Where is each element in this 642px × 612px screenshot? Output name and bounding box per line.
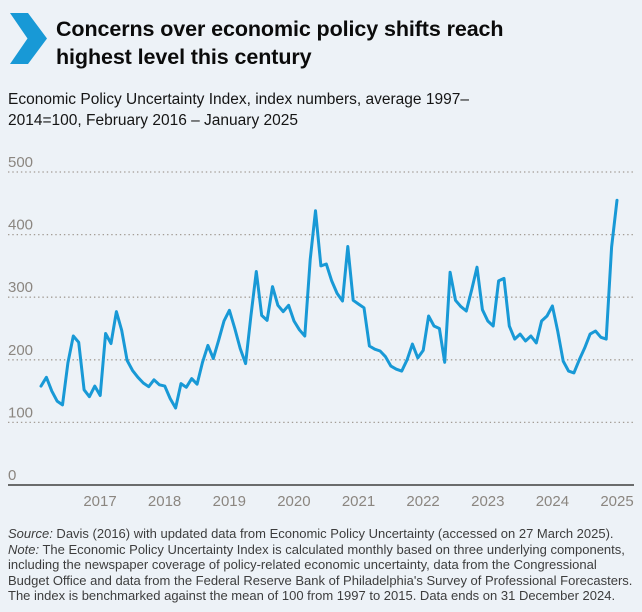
title-line-2: highest level this century xyxy=(56,45,312,69)
source-label: Source: xyxy=(8,526,53,541)
chart-area: 0 100 200 300 400 500 2017 2018 2019 2020 2021 2022… xyxy=(0,150,642,512)
note-text: The Economic Policy Uncertainty Index is… xyxy=(8,541,633,604)
y-axis-label-100: 100 xyxy=(8,404,33,421)
x-axis-label-2018: 2018 xyxy=(148,493,181,510)
x-axis-label-2017: 2017 xyxy=(83,493,116,510)
chart-svg: 0 100 200 300 400 500 2017 2018 2019 2020 2021 2022… xyxy=(8,154,634,510)
x-axis-label-2024: 2024 xyxy=(536,493,569,510)
x-axis-label-2019: 2019 xyxy=(213,493,246,510)
note-label: Note: xyxy=(8,541,40,557)
y-axis-label-0: 0 xyxy=(8,467,16,484)
page-title: Concerns over economic policy shifts rea… xyxy=(56,15,616,71)
subtitle-line-1: Economic Policy Uncertainty Index, index… xyxy=(8,91,469,108)
x-axis-label-2020: 2020 xyxy=(277,493,310,510)
subtitle-line-2: 2014=100, February 2016 – January 2025 xyxy=(8,112,298,129)
chevron-shape xyxy=(10,13,47,64)
y-axis-label-500: 500 xyxy=(8,154,33,171)
x-axis-label-2021: 2021 xyxy=(342,493,375,510)
source-note: Source: Davis (2016) with updated data f… xyxy=(8,526,636,604)
y-axis-label-300: 300 xyxy=(8,279,33,296)
x-axis-label-2025: 2025 xyxy=(600,493,633,510)
y-axis-label-200: 200 xyxy=(8,342,33,359)
chevron-icon xyxy=(10,13,47,64)
source-text: Davis (2016) with updated data from Econ… xyxy=(52,526,614,541)
x-axis-label-2023: 2023 xyxy=(471,493,504,510)
x-axis-label-2022: 2022 xyxy=(406,493,439,510)
y-axis-label-400: 400 xyxy=(8,217,33,234)
epu-index-line xyxy=(39,198,619,410)
title-line-1: Concerns over economic policy shifts rea… xyxy=(56,17,504,41)
chart-subtitle: Economic Policy Uncertainty Index, index… xyxy=(8,89,628,131)
footer-notes: Source: Davis (2016) with updated data f… xyxy=(8,526,636,604)
